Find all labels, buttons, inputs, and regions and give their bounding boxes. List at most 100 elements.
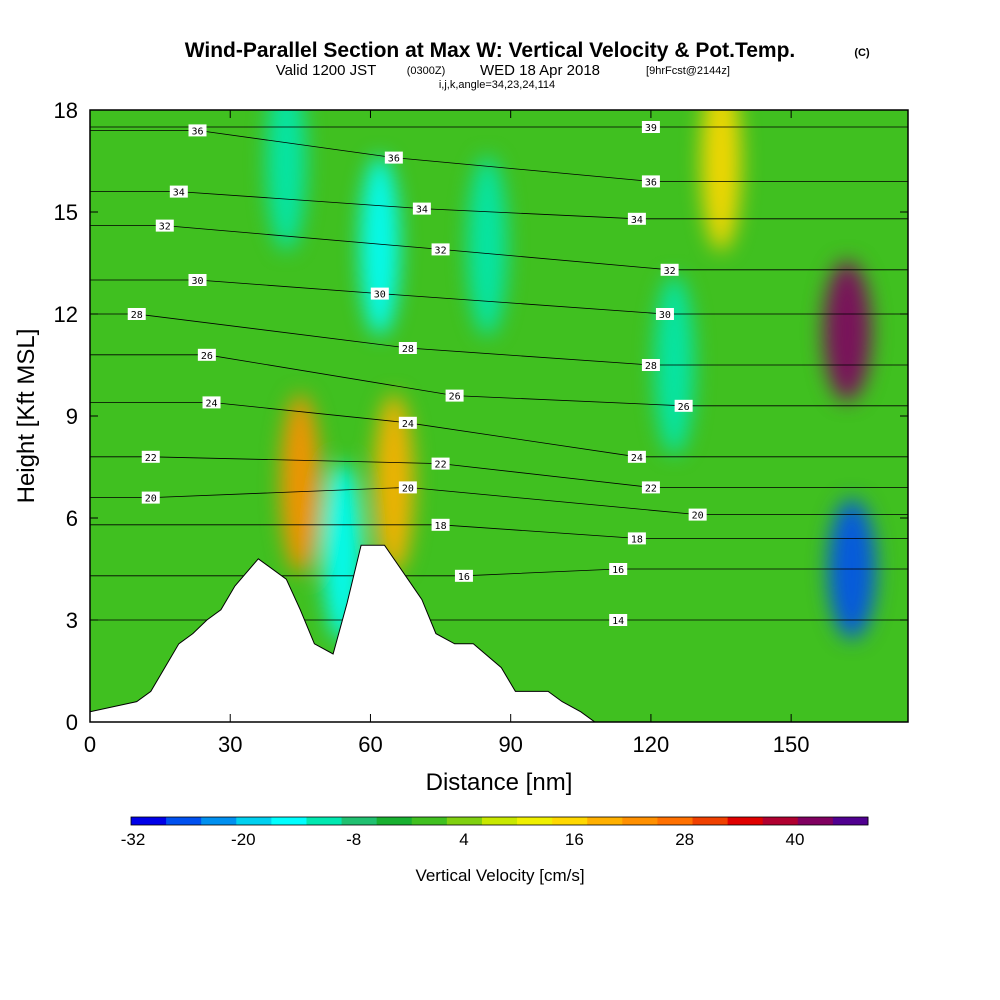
contour-label-box [655,308,674,320]
contour-label: 34 [631,215,643,226]
contour-label: 26 [678,402,690,413]
colorbar-swatch [762,817,799,825]
contour-label-box [641,121,660,133]
contour-label-box [398,481,417,494]
contour-label: 24 [206,398,218,409]
colorbar-label: 16 [565,830,584,849]
contour-label-box [627,450,646,463]
contour-label-box [398,342,417,354]
contour-label: 28 [645,361,657,372]
updraft-region [280,394,321,574]
colorbar-label: 28 [675,830,694,849]
colorbar-swatch [411,817,448,825]
contour-label-box [197,348,216,361]
contour-label: 22 [145,453,157,464]
contour-label: 18 [631,534,643,545]
contour-label: 16 [612,565,624,576]
y-axis-label: Height [Kft MSL] [13,329,40,504]
contour-label: 20 [145,494,157,505]
contour-label-box [188,124,207,137]
contour-label-box [127,308,146,320]
updraft-region [823,261,872,401]
downdraft-region [467,156,508,336]
contour-label: 18 [435,521,447,532]
contour-label-box [141,491,160,504]
contour-label: 34 [416,205,428,216]
x-tick-label: 150 [773,732,810,757]
colorbar-title: Vertical Velocity [cm/s] [415,866,584,885]
terrain [90,544,596,722]
contour-label: 30 [659,310,671,321]
contour-label: 34 [173,188,185,199]
contour-label: 14 [612,616,624,627]
contour-label-box [431,457,450,470]
colorbar-frame [130,816,869,826]
contour-label-box [627,212,646,225]
x-axis-label: Distance [nm] [426,769,573,796]
contour-label-box [454,569,473,582]
colorbar-swatch [131,817,167,825]
contour-label-box [169,185,188,198]
contour-label: 36 [191,126,203,137]
downdraft-region [266,110,307,251]
contour-label-box [609,614,628,626]
colorbar-swatch [622,817,658,825]
contour-label-box [141,450,160,463]
colorbar-swatch [587,817,623,825]
contour-label: 30 [374,290,386,301]
contour-label: 36 [645,177,657,188]
grid-indices: i,j,k,angle=34,23,24,114 [439,79,555,91]
contour-label-box [609,563,628,575]
colorbar-swatch [517,817,553,825]
contour-label-box [202,396,221,409]
chart-title: Wind-Parallel Section at Max W: Vertical… [185,39,796,62]
contour-label-box [431,518,450,531]
colorbar-swatch [306,817,343,825]
x-tick-label: 120 [633,732,670,757]
contour-label: 20 [402,483,414,494]
colorbar [130,816,869,826]
colorbar-label: 40 [786,830,805,849]
contour-labels: 14 16 16 18 18 20 20 20 22 22 22 24 24 24 26 26 26 28 28 28… [127,121,707,627]
colorbar-swatch [201,817,237,825]
velocity-field [266,110,876,642]
contour-label: 26 [449,392,461,403]
forecast-info: [9hrFcst@2144z] [646,65,730,77]
contour-label: 39 [645,123,657,134]
colorbar-swatch [481,817,518,825]
contour-label-box [412,202,431,215]
x-tick-label: 0 [84,732,96,757]
colorbar-swatch [271,817,307,825]
contour-label-box [674,399,693,412]
colorbar-swatch [166,817,202,825]
contour-label-box [641,359,660,371]
contour-label-box [370,287,389,300]
contour-label-box [398,416,417,429]
colorbar-label: -8 [346,830,361,849]
plot-area: 14 16 16 18 18 20 20 20 22 22 22 24 24 24 26 26 26 28 28 28… [90,110,908,722]
colorbar-swatch [797,817,834,825]
contour-label-box [641,481,660,494]
colorbar-swatch [236,817,272,825]
contour-label: 32 [159,222,171,233]
contour-label: 24 [402,419,414,430]
contour-label: 26 [201,351,213,362]
contour-label: 32 [664,266,676,277]
colorbar-swatch [727,817,764,825]
contour-label-box [155,219,174,232]
y-tick-label: 9 [66,404,78,429]
valid-utc: (0300Z) [407,65,446,77]
y-tick-label: 3 [66,608,78,633]
contour-label: 22 [435,460,447,471]
contour-label: 22 [645,483,657,494]
y-tick-label: 0 [66,710,78,735]
x-tick-label: 90 [498,732,522,757]
contour-label: 36 [388,154,400,165]
colorbar-swatch [552,817,588,825]
theta-contour-line [90,524,908,539]
contour-label-box [188,274,207,286]
y-tick-label: 6 [66,506,78,531]
colorbar-swatch [692,817,729,825]
